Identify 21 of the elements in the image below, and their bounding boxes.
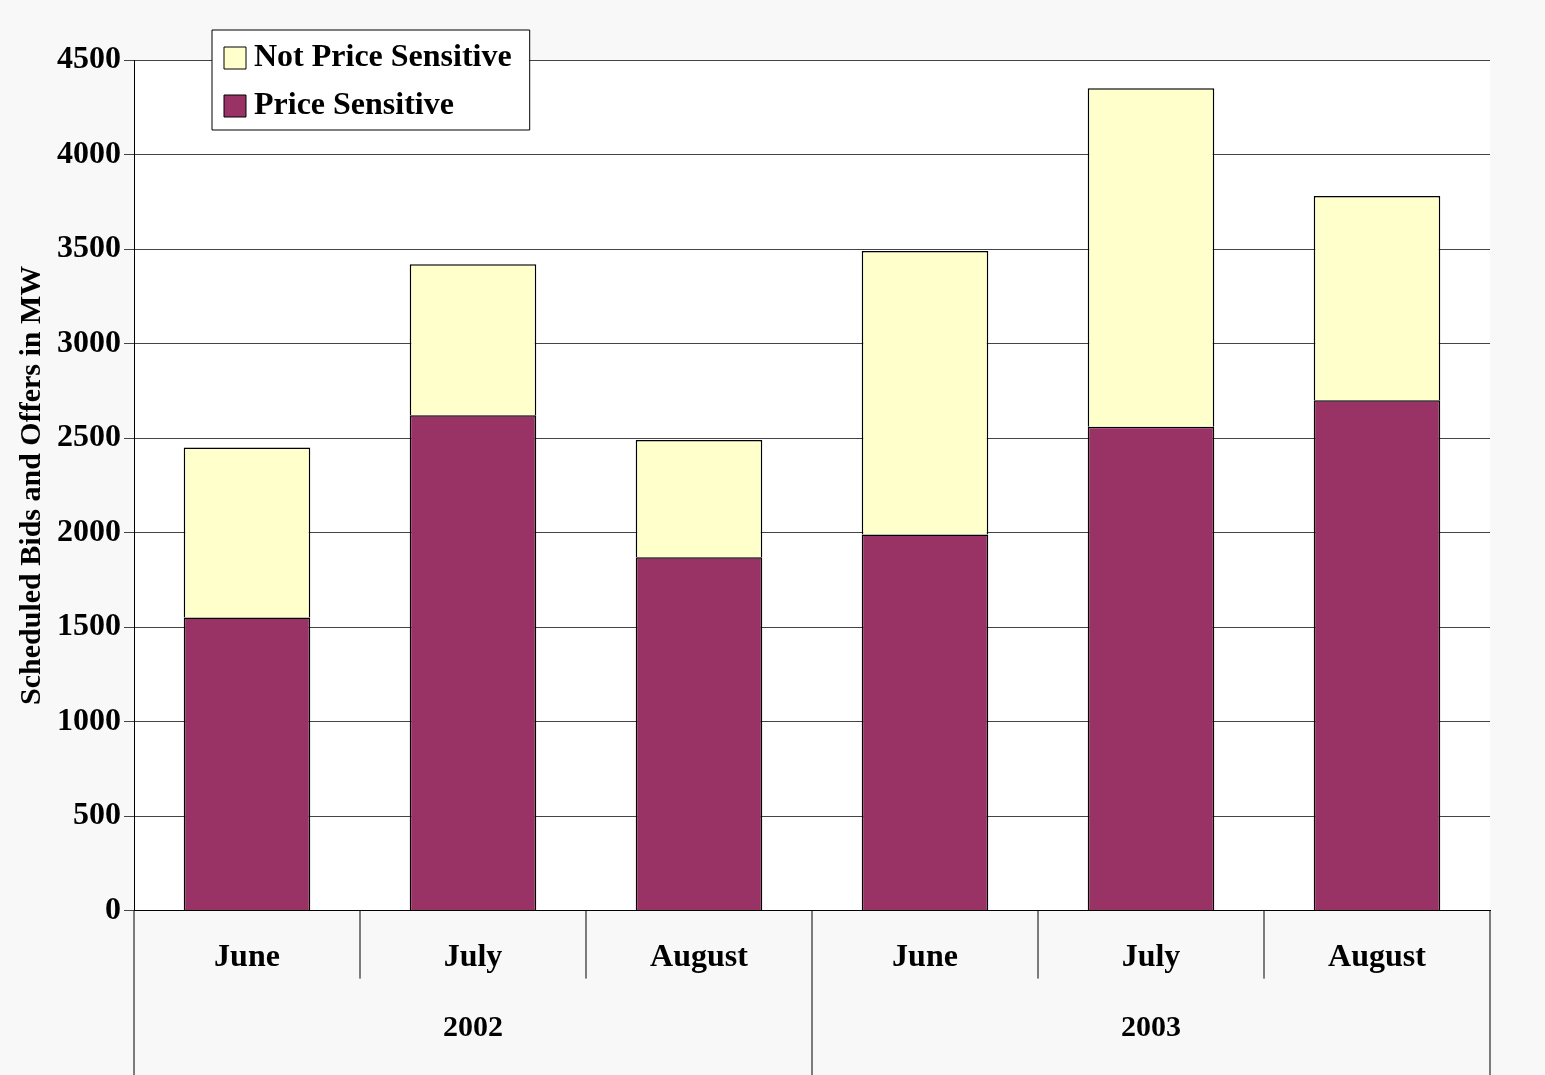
x-tick-label: June xyxy=(892,937,958,974)
y-axis-title: Scheduled Bids and Offers in MW xyxy=(12,265,46,705)
y-tick-label: 4500 xyxy=(57,39,121,76)
x-tick-label: August xyxy=(650,937,749,974)
x-tick-label: July xyxy=(443,937,503,974)
y-tick-label: 3000 xyxy=(57,322,121,359)
y-tick-label: 1000 xyxy=(57,700,121,737)
y-tick-label: 4000 xyxy=(57,133,121,170)
y-tick-label: 1500 xyxy=(57,606,121,643)
y-tick-label: 0 xyxy=(105,889,121,926)
text: 2002 xyxy=(443,1009,503,1043)
y-tick-label: 3500 xyxy=(57,228,121,265)
legend-label: Not Price Sensitive xyxy=(254,37,512,74)
legend-label: Price Sensitive xyxy=(254,85,454,122)
x-tick-label: June xyxy=(214,937,280,974)
x-tick-label: August xyxy=(1328,937,1427,974)
y-tick-label: 2500 xyxy=(57,417,121,454)
y-tick-label: 2000 xyxy=(57,511,121,548)
x-tick-label: July xyxy=(1121,937,1181,974)
text: 2003 xyxy=(1121,1009,1181,1043)
y-tick-label: 500 xyxy=(73,795,121,832)
